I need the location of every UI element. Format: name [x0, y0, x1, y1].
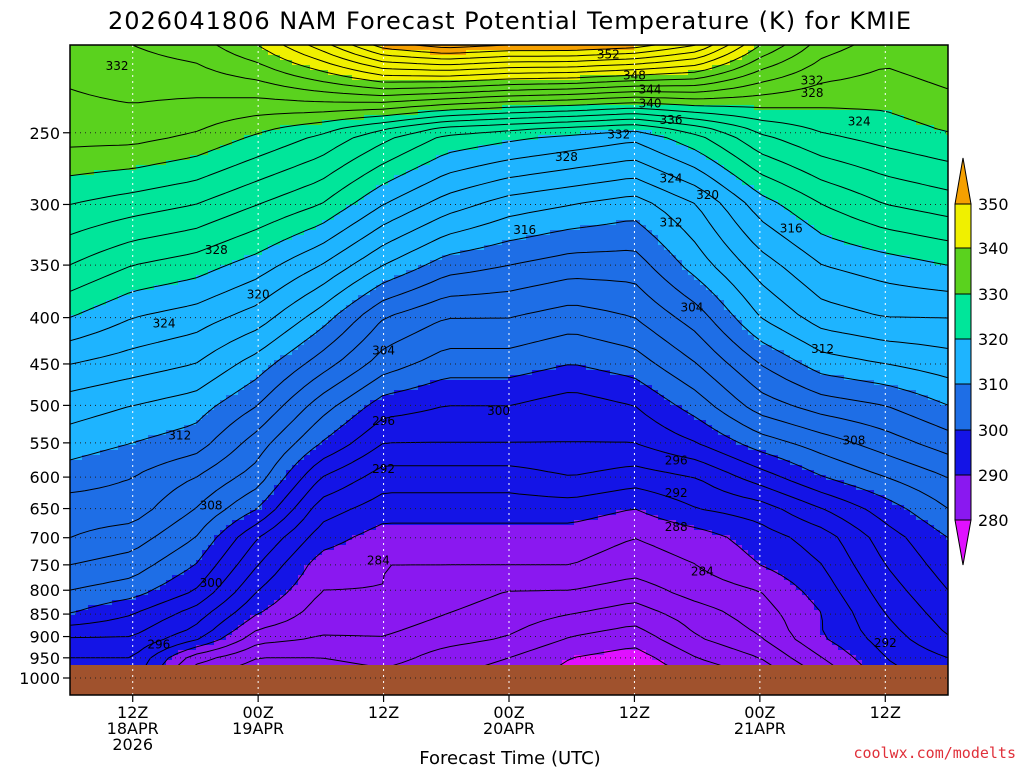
contour-label: 336: [660, 113, 683, 127]
contour-label: 344: [639, 83, 662, 97]
y-tick-label: 500: [29, 396, 60, 415]
contour-label: 300: [200, 576, 223, 590]
y-tick-label: 650: [29, 500, 60, 519]
colorbar-bin: [954, 157, 972, 205]
grid-lines: [70, 45, 948, 695]
y-tick-label: 350: [29, 256, 60, 275]
contour-label: 292: [874, 636, 897, 650]
contour-label: 300: [487, 404, 510, 418]
x-tick-label: 2026: [112, 735, 153, 754]
contour-label: 312: [811, 342, 834, 356]
contour-label: 316: [513, 223, 536, 237]
contour-label: 328: [801, 86, 824, 100]
y-tick-label: 900: [29, 628, 60, 647]
contour-label: 296: [665, 453, 688, 467]
contour-label: 328: [555, 150, 578, 164]
contour-label: 332: [607, 127, 630, 141]
contour-label: 288: [665, 520, 688, 534]
colorbar-bin: [954, 429, 972, 476]
contour-label: 320: [247, 287, 270, 301]
contour-label: 284: [691, 565, 714, 579]
colorbar-bin: [954, 293, 972, 340]
colorbar-tick-label: 340: [978, 239, 1009, 258]
x-tick-label: 12Z: [870, 703, 901, 722]
theta-field: [70, 45, 948, 695]
y-tick-label: 600: [29, 468, 60, 487]
y-tick-label: 250: [29, 124, 60, 143]
contour-label: 340: [639, 96, 662, 110]
colorbar: 280 290 300 310 320 330 340 350: [954, 157, 1009, 566]
colorbar-tick-label: 290: [978, 466, 1009, 485]
colorbar-tick-label: 350: [978, 195, 1009, 214]
x-tick-label: 21APR: [734, 719, 786, 738]
colorbar-tick-label: 310: [978, 375, 1009, 394]
contour-lines: [70, 45, 948, 695]
x-tick-label: 18APR: [107, 719, 159, 738]
contour-label: 352: [597, 48, 620, 62]
x-tick-label: 00Z: [242, 703, 273, 722]
x-axis-label: Forecast Time (UTC): [419, 748, 600, 768]
contour-label: 332: [801, 74, 824, 88]
y-tick-label: 950: [29, 649, 60, 668]
y-tick-label: 800: [29, 581, 60, 600]
chart-title: 2026041806 NAM Forecast Potential Temper…: [108, 7, 912, 35]
contour-label: 348: [623, 68, 646, 82]
contour-label: 324: [660, 172, 683, 186]
contour-label: 304: [372, 344, 395, 358]
y-tick-label: 700: [29, 529, 60, 548]
colorbar-bin: [954, 474, 972, 521]
theta-contours: [70, 45, 948, 695]
colorbar-bin: [954, 338, 972, 385]
contour-label: 296: [147, 637, 170, 651]
y-tick-label: 400: [29, 309, 60, 328]
contour-label: 320: [696, 188, 719, 202]
contour-label: 292: [372, 462, 395, 476]
colorbar-tick-label: 300: [978, 421, 1009, 440]
x-tick-label: 20APR: [483, 719, 535, 738]
x-tick-label: 12Z: [619, 703, 650, 722]
x-tick-label: 00Z: [493, 703, 524, 722]
contour-labels: 3323523483443403363323283243203323283243…: [106, 48, 897, 652]
y-tick-label: 300: [29, 195, 60, 214]
colorbar-bin: [954, 247, 972, 295]
contour-label: 296: [372, 414, 395, 428]
colorbar-bin: [954, 519, 972, 566]
y-tick-label: 750: [29, 556, 60, 575]
y-tick-label: 850: [29, 605, 60, 624]
contour-label: 324: [153, 316, 176, 330]
contour-label: 312: [168, 429, 191, 443]
pressure-axis: 250 300 350 400 450 500 550 600 650 700 750 800 850 9…: [19, 124, 70, 688]
contour-label: 312: [660, 215, 683, 229]
contour-label: 328: [205, 243, 228, 257]
contour-label: 308: [842, 434, 865, 448]
y-tick-label: 450: [29, 355, 60, 374]
source-credit: coolwx.com/modelts: [853, 744, 1016, 762]
contour-label: 332: [106, 59, 129, 73]
contour-label: 308: [200, 499, 223, 513]
colorbar-tick-label: 330: [978, 285, 1009, 304]
contour-label: 316: [780, 222, 803, 236]
colorbar-bin: [954, 203, 972, 249]
x-tick-label: 00Z: [744, 703, 775, 722]
x-tick-label: 19APR: [232, 719, 284, 738]
x-tick-label: 12Z: [368, 703, 399, 722]
y-tick-label: 550: [29, 434, 60, 453]
contour-label: 304: [680, 301, 703, 315]
colorbar-tick-label: 320: [978, 330, 1009, 349]
colorbar-bin: [954, 383, 972, 431]
contour-label: 284: [367, 554, 390, 568]
contour-label: 292: [665, 486, 688, 500]
contour-label: 324: [848, 115, 871, 129]
colorbar-tick-label: 280: [978, 511, 1009, 530]
x-tick-label: 12Z: [117, 703, 148, 722]
y-tick-label: 1000: [19, 669, 60, 688]
